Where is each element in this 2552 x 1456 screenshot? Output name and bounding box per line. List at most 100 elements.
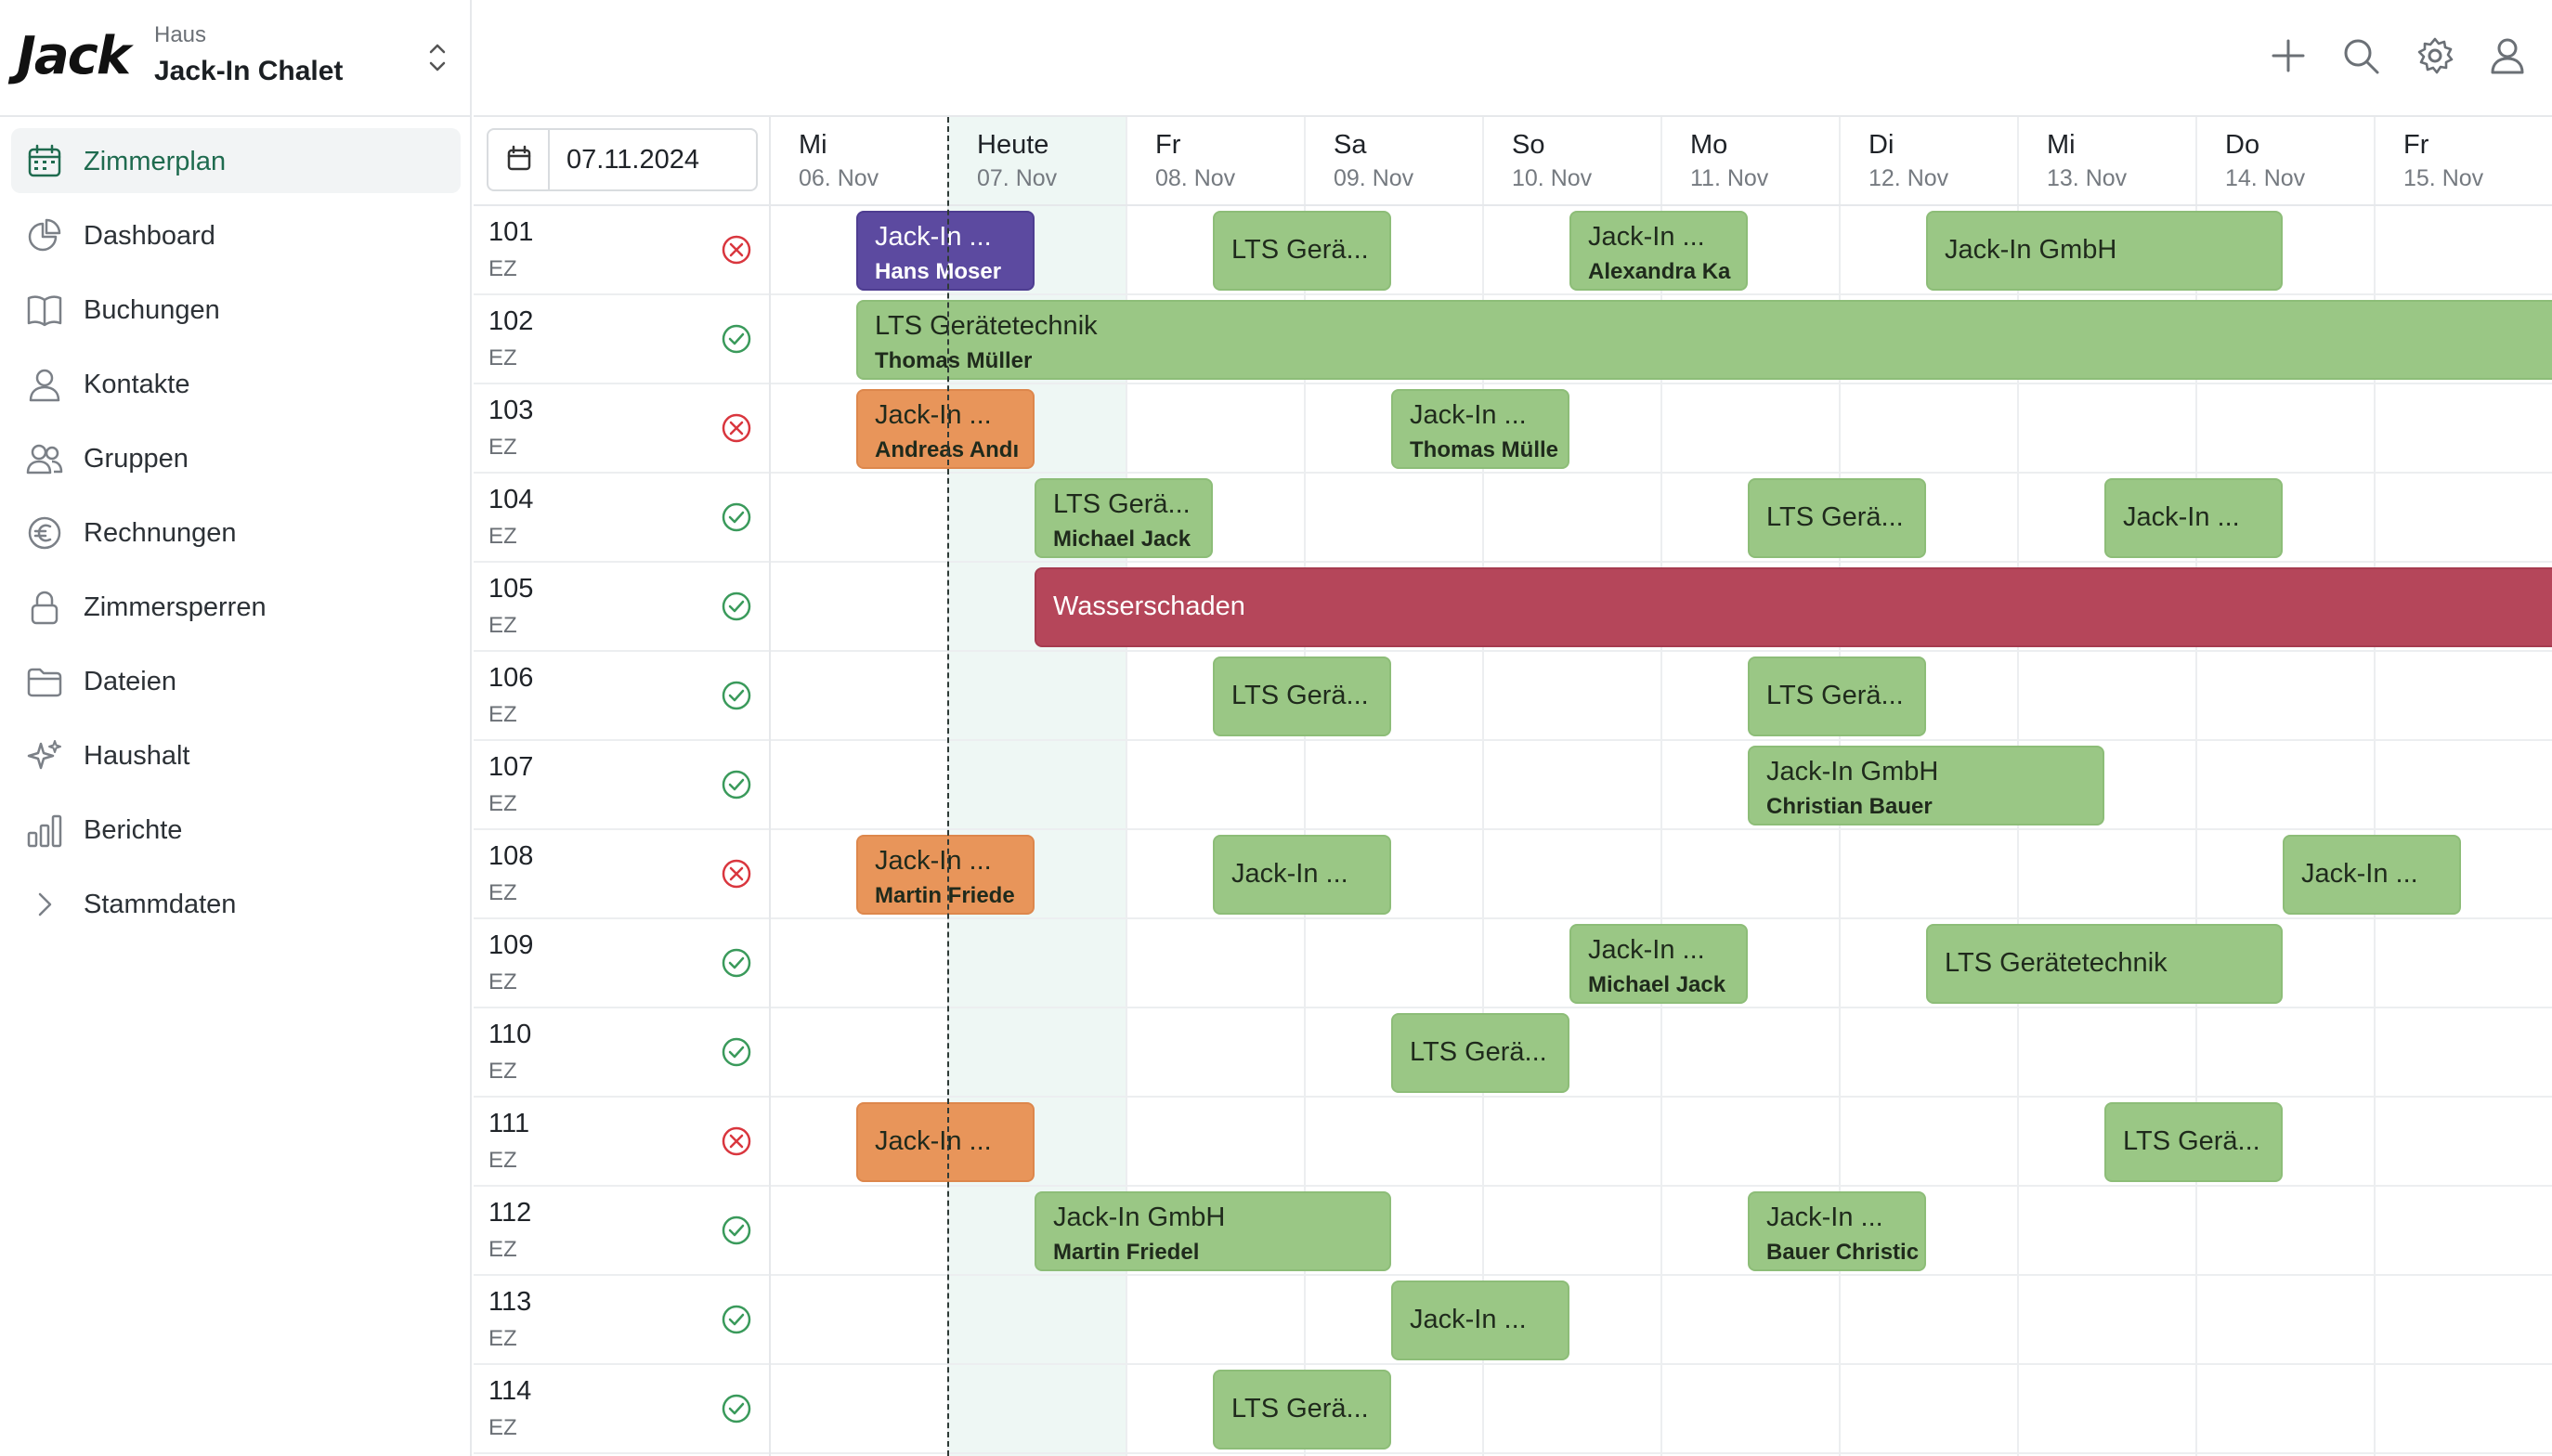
day-header-today[interactable]: Heute 07. Nov: [949, 130, 1127, 201]
day-header[interactable]: So 10. Nov: [1484, 130, 1662, 201]
day-header[interactable]: Di 12. Nov: [1841, 130, 2019, 201]
calendar-icon: [28, 144, 61, 177]
booking-bar[interactable]: LTS Gerä...: [1213, 1370, 1391, 1450]
room-number[interactable]: 101: [488, 217, 534, 247]
room-type: EZ: [488, 880, 517, 905]
room-block-bar[interactable]: Wasserschaden: [1035, 567, 2552, 647]
status-clean-icon[interactable]: [721, 501, 752, 533]
booking-bar[interactable]: Jack-In ...: [2104, 478, 2283, 558]
booking-bar[interactable]: LTS Gerä...: [1748, 478, 1926, 558]
day-header[interactable]: Mi 06. Nov: [771, 130, 949, 201]
day-header[interactable]: Fr 08. Nov: [1127, 130, 1306, 201]
chevron-up-down-icon[interactable]: [423, 39, 451, 76]
booking-bar[interactable]: Jack-In ... Martin Friede: [856, 835, 1035, 915]
status-clean-icon[interactable]: [721, 1215, 752, 1246]
sidebar-item-dateien[interactable]: Dateien: [11, 648, 461, 713]
booking-bar[interactable]: Jack-In ...: [1213, 835, 1391, 915]
status-clean-icon[interactable]: [721, 1393, 752, 1424]
booking-guest: Christian Bauer: [1766, 794, 1933, 819]
account-icon[interactable]: [2487, 35, 2528, 76]
status-clean-icon[interactable]: [721, 1304, 752, 1335]
sidebar-item-zimmersperren[interactable]: Zimmersperren: [11, 574, 461, 639]
status-clean-icon[interactable]: [721, 323, 752, 355]
booking-bar[interactable]: Jack-In ...: [2283, 835, 2461, 915]
booking-guest: Thomas Mülle: [1410, 437, 1559, 462]
day-header[interactable]: Fr 15. Nov: [2376, 130, 2552, 201]
room-type: EZ: [488, 256, 517, 281]
sidebar-item-buchungen[interactable]: Buchungen: [11, 277, 461, 342]
row-divider: [474, 472, 2552, 474]
booking-bar[interactable]: Jack-In GmbH Martin Friedel: [1035, 1191, 1391, 1271]
room-number[interactable]: 106: [488, 663, 534, 693]
day-column-divider: [1304, 117, 1306, 1456]
search-icon[interactable]: [2340, 35, 2381, 76]
status-dirty-icon[interactable]: [721, 858, 752, 890]
booking-title: Jack-In GmbH: [1945, 235, 2117, 265]
sidebar-item-kontakte[interactable]: Kontakte: [11, 351, 461, 416]
room-row: 107 EZ: [474, 741, 2552, 830]
day-header[interactable]: Mi 13. Nov: [2019, 130, 2197, 201]
room-number[interactable]: 103: [488, 396, 534, 425]
day-header[interactable]: Mo 11. Nov: [1662, 130, 1841, 201]
booking-bar[interactable]: LTS Gerätetechnik: [1926, 924, 2283, 1004]
status-clean-icon[interactable]: [721, 680, 752, 711]
booking-bar[interactable]: Jack-In ...: [856, 1102, 1035, 1182]
booking-bar[interactable]: LTS Gerä...: [1391, 1013, 1569, 1093]
booking-guest: Alexandra Ka: [1588, 259, 1731, 284]
booking-bar[interactable]: Jack-In ... Hans Moser: [856, 211, 1035, 291]
room-row: 104 EZ: [474, 474, 2552, 563]
room-number[interactable]: 114: [488, 1376, 532, 1406]
booking-title: LTS Gerätetechnik: [875, 311, 1098, 341]
app-logo[interactable]: Jack: [17, 26, 131, 86]
booking-bar[interactable]: Jack-In ... Michael Jack: [1569, 924, 1748, 1004]
status-dirty-icon[interactable]: [721, 234, 752, 266]
booking-bar[interactable]: Jack-In ... Bauer Christic: [1748, 1191, 1926, 1271]
date-input[interactable]: [566, 145, 743, 176]
calendar-button[interactable]: [488, 130, 550, 189]
day-header[interactable]: Sa 09. Nov: [1306, 130, 1484, 201]
booking-title: Jack-In ...: [1588, 935, 1705, 965]
status-dirty-icon[interactable]: [721, 412, 752, 444]
plus-icon[interactable]: [2268, 35, 2309, 76]
booking-bar[interactable]: LTS Gerä... Michael Jack: [1035, 478, 1213, 558]
sidebar-item-berichte[interactable]: Berichte: [11, 797, 461, 862]
booking-bar[interactable]: Jack-In ... Andreas Andı: [856, 389, 1035, 469]
booking-bar[interactable]: LTS Gerä...: [1213, 211, 1391, 291]
status-clean-icon[interactable]: [721, 947, 752, 979]
booking-bar[interactable]: Jack-In GmbH: [1926, 211, 2283, 291]
room-number[interactable]: 110: [488, 1020, 532, 1049]
day-header[interactable]: Do 14. Nov: [2197, 130, 2376, 201]
booking-title: Jack-In ...: [2301, 859, 2418, 889]
room-number[interactable]: 104: [488, 485, 534, 514]
booking-bar[interactable]: Jack-In ... Thomas Mülle: [1391, 389, 1569, 469]
room-number[interactable]: 109: [488, 930, 534, 960]
room-number[interactable]: 105: [488, 574, 534, 604]
booking-bar[interactable]: LTS Gerä...: [2104, 1102, 2283, 1182]
booking-bar[interactable]: Jack-In ...: [1391, 1280, 1569, 1360]
room-number[interactable]: 113: [488, 1287, 532, 1317]
booking-bar[interactable]: LTS Gerä...: [1213, 656, 1391, 736]
sidebar-item-stammdaten[interactable]: Stammdaten: [11, 871, 461, 936]
status-clean-icon[interactable]: [721, 769, 752, 800]
room-number[interactable]: 112: [488, 1198, 532, 1228]
house-name[interactable]: Jack-In Chalet: [154, 56, 344, 86]
booking-bar[interactable]: Jack-In GmbH Christian Bauer: [1748, 746, 2104, 826]
status-clean-icon[interactable]: [721, 1036, 752, 1068]
sidebar-item-dashboard[interactable]: Dashboard: [11, 202, 461, 267]
gear-icon[interactable]: [2415, 35, 2455, 76]
status-dirty-icon[interactable]: [721, 1125, 752, 1157]
room-number[interactable]: 111: [488, 1109, 530, 1138]
sidebar-item-rechnungen[interactable]: Rechnungen: [11, 500, 461, 565]
sidebar-item-gruppen[interactable]: Gruppen: [11, 425, 461, 490]
sidebar-item-zimmerplan[interactable]: Zimmerplan: [11, 128, 461, 193]
booking-bar[interactable]: LTS Gerätetechnik Thomas Müller: [856, 300, 2552, 380]
booking-bar[interactable]: Jack-In ... Alexandra Ka: [1569, 211, 1748, 291]
booking-bar[interactable]: LTS Gerä...: [1748, 656, 1926, 736]
booking-guest: Martin Friedel: [1053, 1240, 1200, 1265]
room-number[interactable]: 102: [488, 306, 534, 336]
room-number[interactable]: 108: [488, 841, 534, 871]
room-number[interactable]: 107: [488, 752, 534, 782]
room-type: EZ: [488, 1059, 517, 1084]
status-clean-icon[interactable]: [721, 591, 752, 622]
sidebar-item-haushalt[interactable]: Haushalt: [11, 722, 461, 787]
